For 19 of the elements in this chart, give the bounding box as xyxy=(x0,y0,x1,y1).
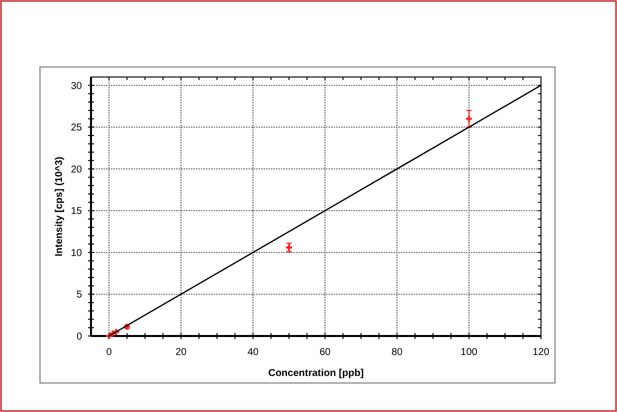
point xyxy=(123,322,131,331)
x-tick-label: 80 xyxy=(391,347,403,358)
point xyxy=(105,332,113,340)
point xyxy=(465,114,473,123)
y-tick-label: 20 xyxy=(70,164,82,176)
y-tick-label: 0 xyxy=(76,332,82,342)
x-axis-title: Concentration [ppb] xyxy=(268,368,364,379)
x-tick-label: 60 xyxy=(319,347,331,358)
y-tick-label: 5 xyxy=(76,290,82,301)
x-tick-label: 40 xyxy=(247,347,259,358)
x-tick-label: 20 xyxy=(175,347,187,358)
y-tick-label: 30 xyxy=(70,80,82,92)
y-axis-title: Intensity [cps] (10^3) xyxy=(54,156,65,256)
y-tick-label: 10 xyxy=(70,248,82,259)
y-tick-label: 25 xyxy=(70,122,82,134)
x-tick-label: 120 xyxy=(532,347,550,358)
y-tick-label: 15 xyxy=(70,206,82,218)
x-tick-label: 100 xyxy=(460,347,478,358)
x-tick-label: 0 xyxy=(106,347,112,358)
